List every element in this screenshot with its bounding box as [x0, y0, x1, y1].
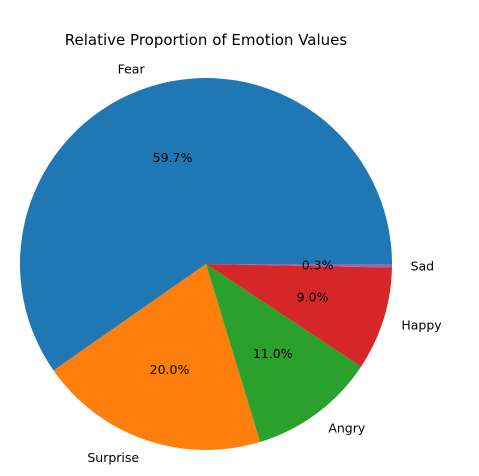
pie-slice-sad: [206, 264, 392, 268]
pie-slice-fear: [19, 77, 392, 371]
pie-slice-angry: [206, 264, 362, 442]
pie-labels: Fear 59.7% Surprise 20.0% Angry 11.0% Happy 9.0…: [87, 61, 442, 465]
slice-label-sad: Sad: [411, 258, 435, 273]
pie-slices: [19, 77, 392, 451]
slice-label-angry: Angry: [328, 421, 366, 436]
percent-label-sad: 0.3%: [302, 258, 334, 273]
slice-label-surprise: Surprise: [87, 450, 139, 465]
percent-label-surprise: 20.0%: [150, 362, 190, 377]
chart-title: Relative Proportion of Emotion Values: [65, 31, 348, 49]
pie-slice-happy: [206, 264, 392, 367]
slice-label-happy: Happy: [401, 317, 442, 332]
percent-label-fear: 59.7%: [153, 150, 193, 165]
percent-label-angry: 11.0%: [253, 346, 293, 361]
slice-label-fear: Fear: [118, 61, 146, 76]
pie-slice-surprise: [53, 264, 261, 451]
percent-label-happy: 9.0%: [297, 290, 329, 305]
